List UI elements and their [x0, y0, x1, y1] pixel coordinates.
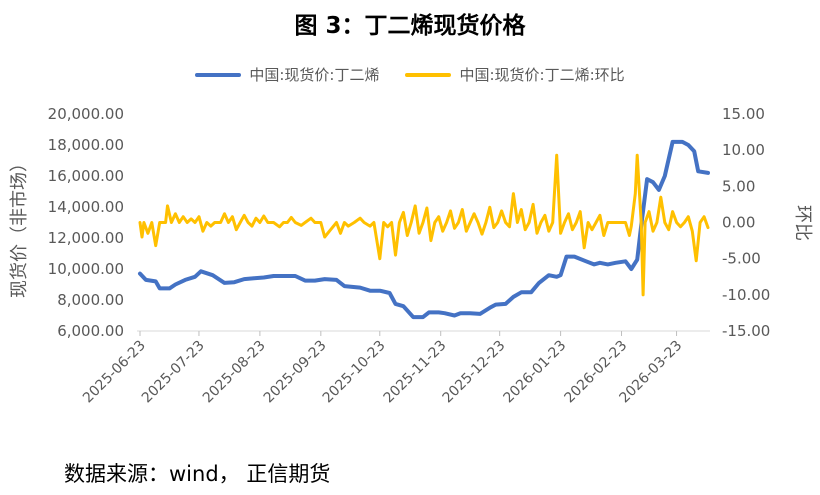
- dual-axis-line-chart: 20,000.00 18,000.00 16,000.00 14,000.00 12,0…: [9, 105, 813, 406]
- left-tick-label: 20,000.00: [48, 105, 124, 123]
- legend-item-series1: 中国:现货价:丁二烯: [195, 64, 379, 85]
- x-tick-label: 2025-06-23: [80, 338, 149, 407]
- right-tick-label: -15.00: [722, 322, 770, 340]
- right-tick-label: 5.00: [722, 177, 755, 195]
- x-tick-label: 2025-09-23: [261, 338, 330, 407]
- x-tick-label: 2026-01-23: [501, 338, 570, 407]
- left-tick-label: 14,000.00: [48, 198, 124, 216]
- data-source-note: 数据来源：wind， 正信期货: [64, 462, 331, 486]
- right-axis-title: 环比: [792, 205, 813, 241]
- legend-label-series2: 中国:现货价:丁二烯:环比: [459, 66, 625, 84]
- x-tick-label: 2025-08-23: [200, 338, 269, 407]
- left-tick-label: 16,000.00: [48, 167, 124, 185]
- right-axis-ticks: 15.00 10.00 5.00 0.00 -5.00 -10.00 -15.00: [722, 105, 770, 340]
- left-tick-label: 10,000.00: [48, 260, 124, 278]
- left-axis-ticks: 20,000.00 18,000.00 16,000.00 14,000.00 12,0…: [48, 105, 124, 340]
- x-tick-label: 2025-07-23: [139, 338, 208, 407]
- series-line-price: [138, 139, 710, 320]
- right-tick-label: 15.00: [722, 105, 765, 123]
- left-tick-label: 6,000.00: [57, 322, 124, 340]
- x-tick-label: 2025-11-23: [381, 338, 450, 407]
- legend-swatch-blue: [195, 72, 242, 77]
- right-tick-label: -5.00: [722, 250, 761, 268]
- left-tick-label: 12,000.00: [48, 229, 124, 247]
- legend-label-series1: 中国:现货价:丁二烯: [249, 66, 380, 84]
- right-tick-label: 10.00: [722, 141, 765, 159]
- left-tick-label: 18,000.00: [48, 136, 124, 154]
- legend-item-series2: 中国:现货价:丁二烯:环比: [405, 64, 625, 85]
- right-tick-label: 0.00: [722, 214, 755, 232]
- x-axis-ticks: 2025-06-232025-07-232025-08-232025-09-23…: [80, 331, 685, 406]
- chart-legend: 中国:现货价:丁二烯 中国:现货价:丁二烯:环比: [0, 64, 820, 85]
- chart-title: 图 3：丁二烯现货价格: [294, 13, 526, 39]
- legend-swatch-gold: [405, 72, 452, 77]
- x-tick-label: 2025-12-23: [440, 338, 509, 407]
- right-tick-label: -10.00: [722, 286, 770, 304]
- left-tick-label: 8,000.00: [57, 291, 124, 309]
- left-axis-title: 现货价（非市场）: [9, 154, 30, 298]
- series-lines: [138, 139, 710, 320]
- series-line-mom: [138, 153, 710, 297]
- x-tick-label: 2025-10-23: [320, 338, 389, 407]
